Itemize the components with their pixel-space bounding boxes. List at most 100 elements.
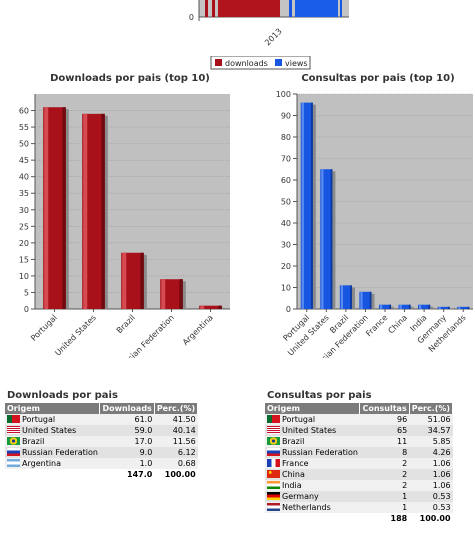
value-cell: 11 (359, 436, 410, 447)
views-bar-highlight (360, 291, 363, 309)
value-cell: 2 (359, 458, 410, 469)
downloads-y-tick-label: 25 (19, 222, 29, 231)
country-name: Russian Federation (282, 448, 358, 457)
views-bar-edge (467, 306, 470, 309)
views-bar-edge (408, 304, 411, 309)
country-name: France (282, 459, 309, 468)
value-cell: 61.0 (99, 414, 155, 425)
origin-cell: Russian Federation (265, 447, 360, 458)
value-cell: 65 (359, 425, 410, 436)
downloads-bar-argentina (199, 305, 222, 309)
percent-cell: 1.06 (409, 469, 453, 480)
downloads-y-tick-label: 45 (19, 156, 29, 165)
total-spacer (5, 469, 100, 480)
views-y-tick-label: 80 (281, 133, 291, 142)
total-percent: 100.00 (154, 469, 198, 480)
timeline-views-band (289, 0, 342, 17)
total-row: 188 100.00 (265, 513, 453, 524)
percent-cell: 4.26 (409, 447, 453, 458)
downloads-bar-edge (62, 107, 66, 309)
downloads-table: Origem Downloads Perc.(%) Portugal 61.0 41… (5, 403, 199, 480)
column-header-origin[interactable]: Origem (5, 403, 101, 414)
value-cell: 59.0 (99, 425, 155, 436)
views-bar-highlight (458, 306, 461, 309)
downloads-chart-title: Downloads por pais (top 10) (50, 73, 210, 84)
views-bar-edge (447, 306, 450, 309)
table-row: Brazil 11 5.85 (265, 436, 453, 447)
flag-in-icon (267, 481, 280, 489)
percent-cell: 0.68 (154, 458, 198, 469)
column-header-origin[interactable]: Origem (265, 403, 361, 414)
value-cell: 1 (359, 502, 410, 513)
column-header-downloads[interactable]: Downloads (99, 403, 155, 414)
value-cell: 8 (359, 447, 410, 458)
views-y-tick-label: 40 (281, 219, 291, 228)
downloads-y-tick-label: 0 (24, 305, 29, 314)
downloads-y-tick-label: 60 (19, 107, 29, 116)
downloads-x-tick-label: United States (53, 313, 98, 358)
downloads-bar-edge (179, 279, 183, 309)
column-header-perc[interactable]: Perc.(%) (154, 403, 199, 414)
flag-de-icon (267, 492, 280, 500)
origin-cell: Germany (265, 491, 360, 502)
origin-cell: Netherlands (265, 502, 360, 513)
percent-cell: 40.14 (154, 425, 198, 436)
origin-cell: United States (5, 425, 100, 436)
downloads-bar-highlight (122, 252, 127, 309)
table-row: Argentina 1.0 0.68 (5, 458, 198, 469)
downloads-bar-edge (101, 113, 105, 309)
total-percent: 100.00 (409, 513, 453, 524)
table-row: United States 59.0 40.14 (5, 425, 198, 436)
table-row: Netherlands 1 0.53 (265, 502, 453, 513)
value-cell: 17.0 (99, 436, 155, 447)
flag-nl-icon (267, 503, 280, 511)
views-bar-highlight (419, 304, 422, 309)
country-name: India (282, 481, 302, 490)
views-y-tick-label: 60 (281, 176, 291, 185)
flag-pt-icon (267, 415, 280, 423)
country-name: Russian Federation (22, 448, 98, 457)
origin-cell: Portugal (265, 414, 360, 425)
country-name: United States (282, 426, 337, 435)
downloads-x-tick-label: Brazil (115, 313, 137, 335)
timeline-year-label: 2013 (263, 27, 284, 48)
total-value: 147.0 (99, 469, 155, 480)
views-chart-title: Consultas por pais (top 10) (301, 73, 455, 84)
downloads-bar-russian-federation (160, 279, 183, 309)
origin-cell: Argentina (5, 458, 100, 469)
country-name: Germany (282, 492, 319, 501)
views-y-tick-label: 30 (281, 241, 291, 250)
views-bar-india (418, 304, 431, 309)
views-bar-germany (437, 306, 450, 309)
views-y-tick-label: 20 (281, 262, 291, 271)
value-cell: 2 (359, 469, 410, 480)
table-row: Russian Federation 9.0 6.12 (5, 447, 198, 458)
value-cell: 1 (359, 491, 410, 502)
table-row: China 2 1.06 (265, 469, 453, 480)
country-name: Brazil (22, 437, 45, 446)
views-bar-highlight (399, 304, 402, 309)
flag-br-icon (7, 437, 20, 445)
total-value: 188 (359, 513, 410, 524)
value-cell: 2 (359, 480, 410, 491)
timeline-downloads-band (205, 0, 280, 17)
views-y-tick-label: 10 (281, 284, 291, 293)
views-x-tick-label: France (364, 313, 389, 338)
origin-cell: Brazil (5, 436, 100, 447)
origin-cell: Brazil (265, 436, 360, 447)
origin-cell: United States (265, 425, 360, 436)
value-cell: 9.0 (99, 447, 155, 458)
flag-br-icon (267, 437, 280, 445)
legend-views-label: views (285, 59, 308, 68)
origin-cell: France (265, 458, 360, 469)
column-header-views[interactable]: Consultas (359, 403, 410, 414)
column-header-perc[interactable]: Perc.(%) (409, 403, 454, 414)
downloads-y-tick-label: 30 (19, 206, 29, 215)
views-bar-highlight (379, 304, 383, 309)
percent-cell: 0.53 (409, 502, 453, 513)
percent-cell: 0.53 (409, 491, 453, 502)
origin-cell: Russian Federation (5, 447, 100, 458)
downloads-bar-highlight (83, 113, 88, 309)
table-row: Russian Federation 8 4.26 (265, 447, 453, 458)
percent-cell: 5.85 (409, 436, 453, 447)
